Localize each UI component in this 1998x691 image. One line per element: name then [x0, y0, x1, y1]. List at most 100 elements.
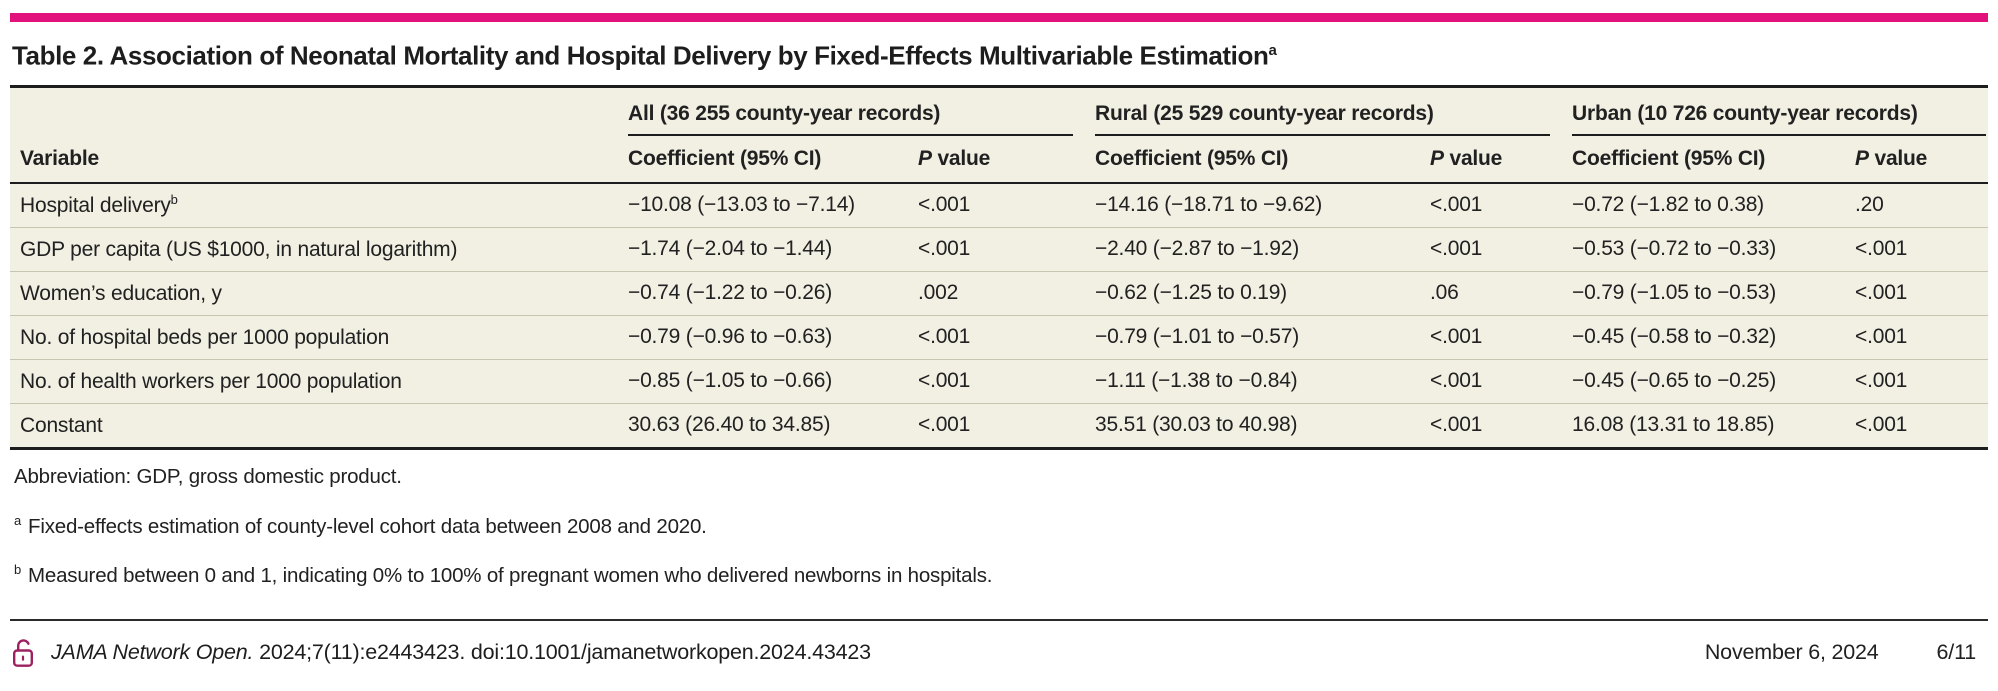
cell-pvalue-rural: <.001	[1430, 227, 1573, 272]
variable-label: Women’s education, y	[20, 282, 222, 306]
variable-label: No. of health workers per 1000 populatio…	[20, 370, 402, 394]
table-title: Table 2. Association of Neonatal Mortali…	[12, 35, 1988, 72]
citation-text: JAMA Network Open. 2024;7(11):e2443423. …	[51, 640, 871, 665]
table-row-hospital-delivery: Hospital deliveryb −10.08 (−13.03 to −7.…	[10, 182, 1989, 228]
cell-pvalue-urban: <.001	[1855, 359, 1989, 404]
cell-pvalue-all: <.001	[918, 182, 1096, 228]
cell-pvalue-urban: <.001	[1855, 413, 1908, 437]
column-header-row: Variable Coefficient (95% CI) P value Co…	[10, 135, 1989, 184]
cell-coefficient-urban: −0.53 (−0.72 to −0.33)	[1572, 227, 1856, 272]
abbreviation-note-text: Abbreviation: GDP, gross domestic produc…	[14, 464, 402, 488]
column-group-rural-label: Rural (25 529 county-year records)	[1095, 102, 1551, 136]
footer-citation-block: JAMA Network Open. 2024;7(11):e2443423. …	[12, 636, 871, 668]
table-row-constant: Constant 30.63 (26.40 to 34.85) <.001 35…	[10, 403, 1988, 448]
table-row-hospital-beds: No. of hospital beds per 1000 population…	[10, 315, 1989, 360]
cell-variable: GDP per capita (US $1000, in natural log…	[10, 227, 628, 272]
citation-details: 2024;7(11):e2443423. doi:10.1001/jamanet…	[253, 639, 871, 664]
cell-coefficient-all: −0.85 (−1.05 to −0.66)	[628, 359, 918, 404]
footer-page-number: 6/11	[1936, 639, 1977, 664]
column-group-rural: Rural (25 529 county-year records)	[1095, 86, 1572, 136]
column-group-urban-label: Urban (10 726 county-year records)	[1572, 102, 1987, 136]
footnote-a-text: Fixed-effects estimation of county-level…	[28, 514, 707, 538]
footnote-b: b Measured between 0 and 1, indicating 0%…	[14, 558, 1988, 588]
cell-pvalue-rural: <.001	[1430, 315, 1573, 360]
table-title-text: Table 2. Association of Neonatal Mortali…	[12, 40, 1269, 71]
cell-coefficient-rural: −0.62 (−1.25 to 0.19)	[1095, 271, 1431, 316]
cell-pvalue-all: .002	[918, 271, 1096, 316]
col-header-pvalue-rural: P value	[1430, 135, 1573, 184]
cell-variable: Constant	[10, 403, 628, 448]
col-header-coefficient-rural: Coefficient (95% CI)	[1095, 135, 1431, 184]
cell-pvalue-all: <.001	[918, 315, 1096, 360]
cell-coefficient-urban: −0.45 (−0.58 to −0.32)	[1572, 315, 1856, 360]
cell-pvalue-rural: <.001	[1430, 413, 1483, 437]
cell-pvalue-rural: .06	[1430, 271, 1573, 316]
cell-coefficient-urban: −0.45 (−0.65 to −0.25)	[1572, 359, 1856, 404]
cell-variable: Hospital deliveryb	[10, 182, 628, 228]
variable-label: GDP per capita (US $1000, in natural log…	[20, 238, 458, 262]
variable-superscript: b	[170, 192, 178, 208]
cell-pvalue-all: <.001	[918, 413, 971, 437]
p-label-rest: value	[931, 146, 991, 170]
col-header-pvalue-all: P value	[918, 135, 1096, 184]
cell-pvalue-all: <.001	[918, 359, 1096, 404]
column-group-row: All (36 255 county-year records) Rural (…	[10, 86, 1988, 136]
p-label-italic: P	[1855, 146, 1869, 170]
cell-pvalue-all: <.001	[918, 227, 1096, 272]
footer-date: November 6, 2024	[1704, 639, 1879, 664]
paper-page: Table 2. Association of Neonatal Mortali…	[0, 13, 1998, 668]
cell-coefficient-urban: −0.72 (−1.82 to 0.38)	[1572, 182, 1856, 228]
cell-coefficient-all: −10.08 (−13.03 to −7.14)	[628, 182, 918, 228]
variable-label: Constant	[20, 414, 103, 438]
journal-name: JAMA Network Open.	[51, 639, 254, 664]
footnote-b-text: Measured between 0 and 1, indicating 0% …	[28, 564, 993, 588]
cell-coefficient-rural: −0.79 (−1.01 to −0.57)	[1095, 315, 1431, 360]
variable-label: Hospital delivery	[20, 194, 171, 218]
table-row-gdp-per-capita: GDP per capita (US $1000, in natural log…	[10, 227, 1989, 272]
col-header-coefficient-all: Coefficient (95% CI)	[628, 135, 918, 184]
footnotes: Abbreviation: GDP, gross domestic produc…	[14, 465, 1988, 589]
column-group-all-label: All (36 255 county-year records)	[628, 102, 1074, 136]
p-label-italic: P	[1430, 146, 1444, 170]
footer-divider	[10, 619, 1988, 622]
cell-coefficient-all: −1.74 (−2.04 to −1.44)	[628, 227, 918, 272]
footnote-a: a Fixed-effects estimation of county-leve…	[14, 509, 1988, 539]
column-group-urban: Urban (10 726 county-year records)	[1572, 86, 1988, 136]
column-group-all: All (36 255 county-year records)	[628, 86, 1095, 136]
p-label-italic: P	[918, 146, 932, 170]
cell-pvalue-rural: <.001	[1430, 359, 1573, 404]
table-row-womens-education: Women’s education, y −0.74 (−1.22 to −0.…	[10, 271, 1989, 316]
cell-pvalue-urban: <.001	[1855, 271, 1989, 316]
cell-coefficient-all: 30.63 (26.40 to 34.85)	[628, 413, 831, 437]
cell-pvalue-urban: .20	[1855, 182, 1989, 228]
table-row-health-workers: No. of health workers per 1000 populatio…	[10, 359, 1989, 404]
cell-coefficient-rural: −2.40 (−2.87 to −1.92)	[1095, 227, 1431, 272]
brand-accent-bar	[10, 13, 1988, 22]
open-access-lock-icon	[13, 639, 34, 668]
cell-coefficient-urban: −0.79 (−1.05 to −0.53)	[1572, 271, 1856, 316]
col-header-variable: Variable	[10, 135, 628, 184]
cell-variable: Women’s education, y	[10, 271, 628, 316]
footnote-b-marker: b	[14, 562, 22, 578]
cell-pvalue-urban: <.001	[1855, 227, 1989, 272]
col-header-coefficient-urban: Coefficient (95% CI)	[1572, 135, 1856, 184]
cell-pvalue-rural: <.001	[1430, 182, 1573, 228]
variable-label: No. of hospital beds per 1000 population	[20, 326, 390, 350]
abbreviation-note: Abbreviation: GDP, gross domestic produc…	[14, 465, 1988, 489]
cell-coefficient-urban: 16.08 (13.31 to 18.85)	[1572, 413, 1775, 437]
table-title-superscript: a	[1268, 42, 1277, 59]
cell-coefficient-rural: −14.16 (−18.71 to −9.62)	[1095, 182, 1431, 228]
cell-coefficient-rural: 35.51 (30.03 to 40.98)	[1095, 413, 1298, 437]
group-spacer	[10, 86, 628, 136]
cell-variable: No. of hospital beds per 1000 population	[10, 315, 628, 360]
cell-coefficient-rural: −1.11 (−1.38 to −0.84)	[1095, 359, 1431, 404]
cell-pvalue-urban: <.001	[1855, 315, 1989, 360]
page-footer: JAMA Network Open. 2024;7(11):e2443423. …	[10, 621, 1988, 668]
cell-coefficient-all: −0.79 (−0.96 to −0.63)	[628, 315, 918, 360]
results-table: All (36 255 county-year records) Rural (…	[10, 84, 1989, 450]
col-header-pvalue-urban: P value	[1855, 135, 1989, 184]
footnote-a-marker: a	[14, 512, 22, 528]
cell-variable: No. of health workers per 1000 populatio…	[10, 359, 628, 404]
footer-meta: November 6, 2024 6/11	[1705, 640, 1976, 665]
p-label-rest: value	[1443, 146, 1503, 170]
